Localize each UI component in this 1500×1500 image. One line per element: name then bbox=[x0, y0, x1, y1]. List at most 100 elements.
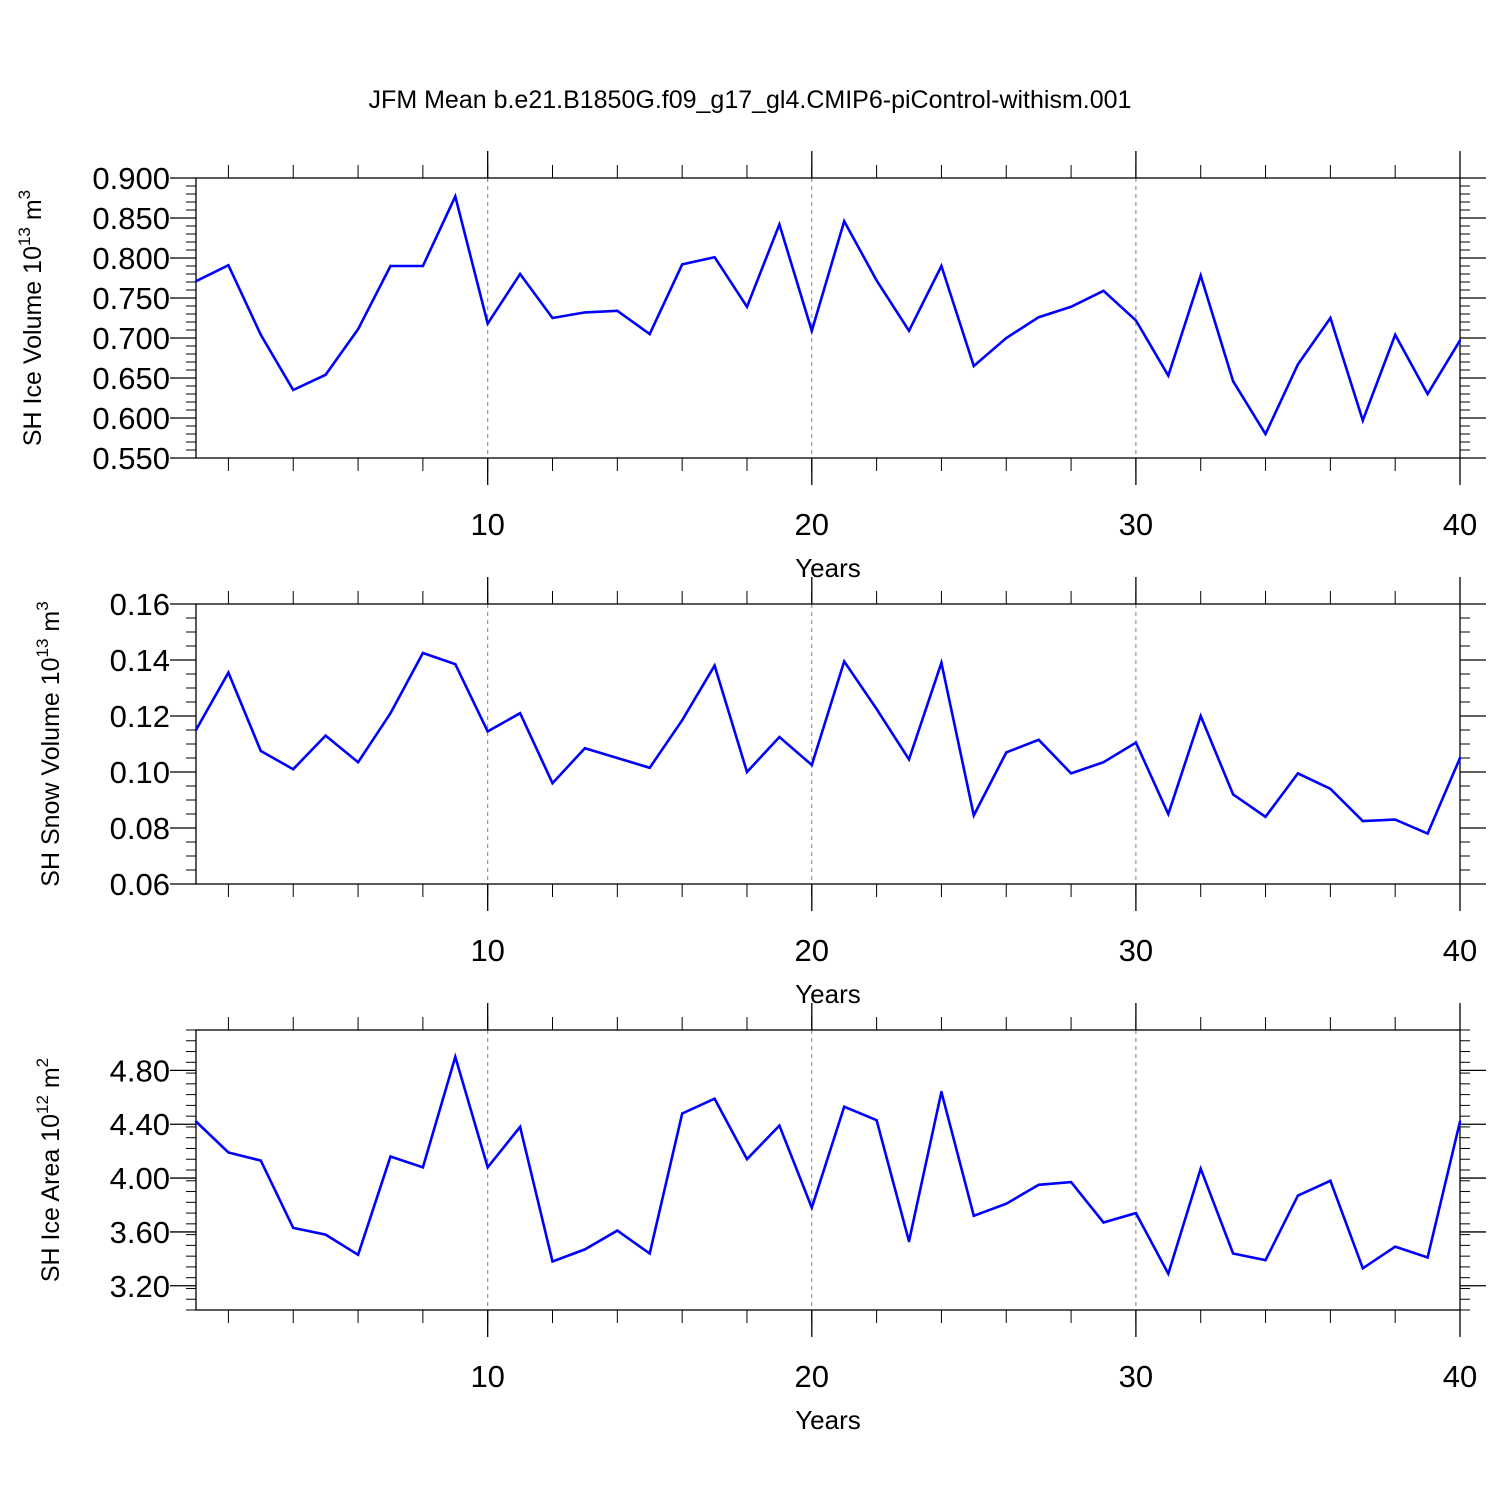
data-point bbox=[1102, 289, 1105, 292]
data-point bbox=[713, 256, 716, 259]
x-tick-label: 30 bbox=[1119, 933, 1153, 968]
data-point bbox=[1005, 336, 1008, 340]
data-point bbox=[1231, 1252, 1235, 1255]
data-point bbox=[1199, 1167, 1202, 1170]
data-point bbox=[745, 305, 749, 308]
data-point bbox=[389, 264, 392, 268]
x-tick-label: 10 bbox=[470, 1359, 504, 1394]
series-line bbox=[194, 651, 1462, 836]
data-point bbox=[1329, 316, 1332, 320]
data-point bbox=[1005, 751, 1008, 754]
data-point bbox=[1296, 1194, 1300, 1197]
y-tick-label: 0.08 bbox=[110, 811, 170, 846]
data-point bbox=[389, 1155, 392, 1158]
data-point bbox=[1264, 1258, 1267, 1262]
data-point bbox=[1167, 1272, 1170, 1275]
data-point bbox=[518, 272, 522, 276]
data-point bbox=[1329, 1179, 1332, 1182]
data-point bbox=[1069, 1180, 1073, 1184]
data-point bbox=[616, 1229, 619, 1232]
data-point bbox=[1037, 316, 1040, 319]
data-point bbox=[227, 264, 230, 267]
data-point bbox=[454, 195, 457, 198]
y-tick-label: 0.16 bbox=[110, 587, 170, 622]
data-point bbox=[778, 223, 781, 226]
data-point bbox=[616, 756, 619, 760]
y-tick-label: 0.550 bbox=[92, 441, 170, 476]
data-point bbox=[1296, 363, 1300, 366]
data-point bbox=[972, 1214, 976, 1217]
data-point bbox=[810, 763, 813, 767]
data-point bbox=[778, 735, 781, 739]
y-axis-label: SH Ice Area 1012 m2 bbox=[33, 1058, 65, 1282]
x-tick-label: 20 bbox=[795, 933, 829, 968]
data-point bbox=[940, 661, 943, 664]
plot-frame bbox=[195, 177, 1461, 459]
data-point bbox=[194, 1120, 198, 1123]
data-point bbox=[1458, 1120, 1462, 1123]
data-point bbox=[1458, 339, 1462, 342]
data-point bbox=[1393, 333, 1397, 336]
x-tick-label: 40 bbox=[1443, 933, 1477, 968]
data-point bbox=[843, 1105, 846, 1108]
data-point bbox=[1361, 1267, 1364, 1270]
y-tick-label: 0.800 bbox=[92, 241, 170, 276]
data-point bbox=[940, 264, 943, 268]
data-point bbox=[1134, 319, 1138, 322]
chart-title: JFM Mean b.e21.B1850G.f09_g17_gl4.CMIP6-… bbox=[368, 86, 1132, 114]
data-point bbox=[1264, 432, 1267, 436]
data-point bbox=[907, 758, 911, 761]
data-point bbox=[1005, 1202, 1008, 1205]
data-point bbox=[486, 322, 489, 325]
x-tick-label: 40 bbox=[1443, 1359, 1477, 1394]
data-point bbox=[616, 309, 619, 312]
data-point bbox=[292, 1226, 295, 1230]
y-tick-label: 0.850 bbox=[92, 201, 170, 236]
data-point bbox=[1393, 818, 1397, 821]
data-point bbox=[1231, 380, 1235, 383]
data-point bbox=[1037, 1183, 1040, 1187]
data-point bbox=[259, 333, 263, 336]
data-point bbox=[1069, 772, 1073, 775]
data-point bbox=[680, 719, 684, 722]
data-point bbox=[454, 663, 457, 666]
data-point bbox=[551, 1260, 554, 1263]
data-point bbox=[292, 388, 295, 392]
data-point bbox=[259, 749, 263, 753]
data-point bbox=[389, 712, 392, 715]
data-point bbox=[745, 770, 749, 774]
data-point bbox=[259, 1159, 263, 1162]
data-point bbox=[907, 1240, 911, 1243]
data-point bbox=[518, 712, 522, 715]
y-axis-label: SH Ice Volume 1013 m3 bbox=[15, 190, 47, 446]
x-tick-label: 20 bbox=[795, 507, 829, 542]
data-point bbox=[486, 730, 489, 733]
data-point bbox=[1167, 374, 1170, 377]
sh-ice-volume-panel: 0.550 0.600 0.650 0.700 0.750 0.800 0.850 0.900… bbox=[15, 151, 1486, 583]
series-line bbox=[195, 192, 1462, 437]
data-point bbox=[421, 264, 425, 268]
data-point bbox=[1361, 419, 1364, 422]
data-point bbox=[745, 1158, 749, 1161]
data-point bbox=[1134, 1211, 1138, 1215]
data-point bbox=[1296, 772, 1300, 775]
data-point bbox=[680, 263, 684, 266]
data-point bbox=[1134, 741, 1138, 744]
x-axis-label: Years bbox=[795, 979, 861, 1009]
data-point bbox=[875, 707, 878, 711]
series-line bbox=[195, 1052, 1462, 1278]
data-point bbox=[1426, 832, 1429, 835]
y-tick-label: 0.700 bbox=[92, 321, 170, 356]
x-tick-label: 30 bbox=[1119, 1359, 1153, 1394]
data-point bbox=[648, 332, 651, 336]
data-point bbox=[227, 1151, 230, 1154]
y-tick-label: 0.06 bbox=[110, 867, 170, 902]
data-point bbox=[875, 1118, 878, 1122]
y-tick-label: 0.10 bbox=[110, 755, 170, 790]
data-point bbox=[1264, 815, 1267, 818]
data-point bbox=[648, 766, 651, 769]
data-point bbox=[1458, 756, 1462, 760]
data-point bbox=[648, 1252, 651, 1255]
data-point bbox=[356, 328, 360, 331]
